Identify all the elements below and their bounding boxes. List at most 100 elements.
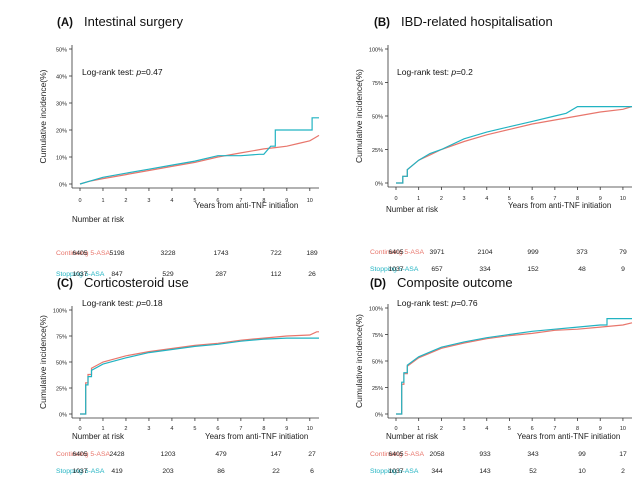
risk-count: 3971: [429, 249, 444, 256]
x-axis-label: Years from anti-TNF initiation: [508, 201, 611, 210]
x-tick-label: 10: [307, 426, 313, 432]
y-tick-label: 20%: [56, 129, 67, 135]
x-tick-label: 9: [599, 426, 602, 432]
risk-count: 1203: [160, 451, 175, 458]
x-tick-label: 4: [170, 198, 173, 204]
risk-table-title: Number at risk: [72, 215, 125, 224]
y-tick-label: 25%: [372, 148, 383, 154]
risk-count: 99: [578, 451, 586, 458]
x-tick-label: 1: [417, 196, 420, 202]
x-tick-label: 8: [262, 198, 265, 204]
log-rank-annotation: Log-rank test: p=0.2: [397, 67, 473, 77]
risk-count: 373: [576, 249, 588, 256]
risk-count: 6405: [388, 451, 403, 458]
log-rank-annotation: Log-rank test: p=0.76: [397, 298, 478, 308]
panel-title: Intestinal surgery: [84, 14, 183, 29]
panel-label: (B): [374, 17, 390, 29]
panel-a: (A) Intestinal surgery Cumulative incidenc…: [38, 14, 320, 278]
x-tick-label: 1: [417, 426, 420, 432]
risk-count: 2428: [109, 451, 124, 458]
risk-count: 1037: [72, 271, 87, 278]
risk-count: 48: [578, 266, 586, 273]
risk-count: 6: [310, 468, 314, 475]
x-tick-label: 10: [620, 426, 626, 432]
x-tick-label: 2: [440, 426, 443, 432]
x-tick-label: 1: [101, 198, 104, 204]
series-line-continuing: [396, 106, 633, 184]
risk-count: 6405: [72, 250, 87, 257]
x-tick-label: 2: [440, 196, 443, 202]
risk-count: 52: [529, 468, 537, 475]
x-axis-label: Years from anti-TNF initiation: [517, 432, 620, 441]
y-tick-label: 50%: [372, 360, 383, 366]
panel-title: Corticosteroid use: [84, 275, 189, 290]
y-tick-label: 50%: [56, 361, 67, 367]
risk-count: 479: [215, 451, 227, 458]
x-tick-label: 9: [285, 426, 288, 432]
risk-count: 2104: [477, 249, 492, 256]
risk-row-label: Stopping 5-ASA: [56, 271, 105, 278]
x-axis-label: Years from anti-TNF initiation: [205, 432, 308, 441]
risk-count: 2: [621, 468, 625, 475]
series-line-continuing: [396, 322, 633, 415]
y-tick-label: 0%: [375, 182, 383, 188]
risk-count: 27: [308, 451, 316, 458]
y-axis-label: Cumulative incidence(%): [38, 69, 48, 163]
x-tick-label: 5: [508, 426, 511, 432]
x-tick-label: 1: [101, 426, 104, 432]
risk-count: 3228: [160, 250, 175, 257]
panel-title: Composite outcome: [397, 275, 513, 290]
risk-row-label: Stopping 5-ASA: [370, 266, 419, 273]
risk-count: 1037: [388, 468, 403, 475]
x-tick-label: 8: [576, 196, 579, 202]
x-tick-label: 8: [262, 426, 265, 432]
x-tick-label: 3: [147, 198, 150, 204]
y-tick-label: 0%: [59, 413, 67, 419]
x-tick-label: 10: [307, 198, 313, 204]
risk-count: 287: [215, 271, 227, 278]
panel-d: (D) Composite outcome Cumulative incidence…: [354, 275, 633, 475]
x-tick-label: 5: [508, 196, 511, 202]
y-tick-label: 25%: [56, 387, 67, 393]
risk-count: 1037: [72, 468, 87, 475]
panel-title: IBD-related hospitalisation: [401, 14, 553, 29]
risk-count: 22: [272, 468, 280, 475]
y-tick-label: 100%: [369, 48, 383, 54]
x-tick-label: 10: [620, 196, 626, 202]
x-tick-label: 2: [124, 198, 127, 204]
risk-count: 6405: [388, 249, 403, 256]
risk-count: 419: [111, 468, 123, 475]
risk-count: 9: [621, 266, 625, 273]
series-line-continuing: [80, 331, 319, 415]
risk-count: 343: [527, 451, 539, 458]
log-rank-annotation: Log-rank test: p=0.18: [82, 298, 163, 308]
risk-count: 86: [217, 468, 225, 475]
risk-row-label: Continuing 5-ASA: [370, 451, 424, 458]
y-tick-label: 50%: [372, 115, 383, 121]
x-tick-label: 7: [239, 198, 242, 204]
risk-count: 999: [527, 249, 539, 256]
risk-row-label: Continuing 5-ASA: [56, 250, 110, 257]
risk-count: 657: [431, 266, 443, 273]
series-line-stopping: [396, 106, 632, 184]
x-tick-label: 0: [78, 198, 81, 204]
x-tick-label: 4: [170, 426, 173, 432]
risk-count: 10: [578, 468, 586, 475]
x-tick-label: 3: [463, 426, 466, 432]
x-tick-label: 9: [285, 198, 288, 204]
risk-table-title: Number at risk: [72, 432, 125, 441]
y-tick-label: 0%: [59, 183, 67, 189]
y-tick-label: 10%: [56, 156, 67, 162]
risk-count: 143: [479, 468, 491, 475]
y-tick-label: 50%: [56, 48, 67, 54]
x-tick-label: 9: [599, 196, 602, 202]
y-tick-label: 75%: [372, 333, 383, 339]
y-tick-label: 40%: [56, 75, 67, 81]
risk-row-label: Stopping 5-ASA: [370, 468, 419, 475]
x-tick-label: 4: [485, 426, 488, 432]
risk-count: 17: [619, 451, 627, 458]
risk-table-title: Number at risk: [386, 205, 439, 214]
risk-count: 203: [162, 468, 174, 475]
risk-count: 933: [479, 451, 491, 458]
